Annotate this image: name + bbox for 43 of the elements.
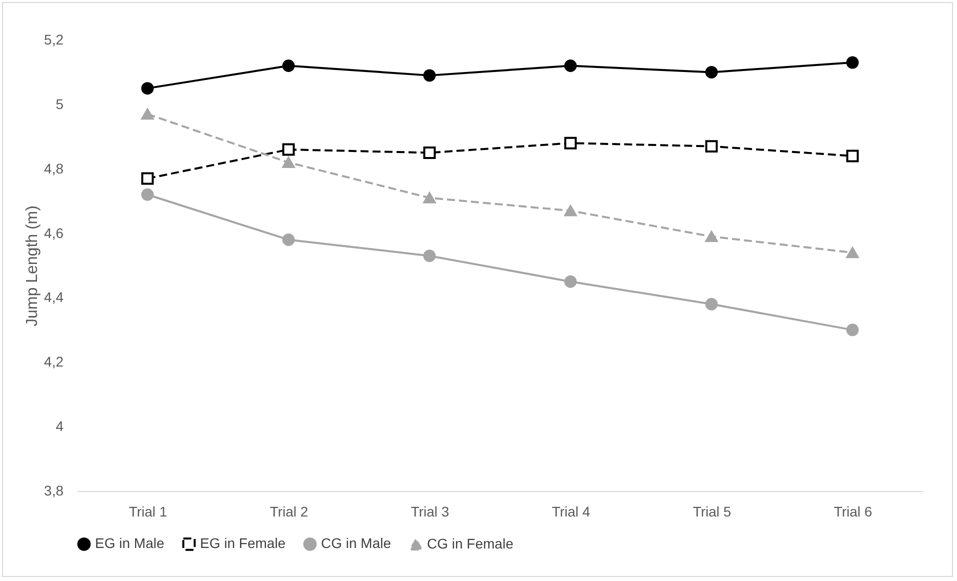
point — [564, 60, 577, 72]
point — [846, 150, 859, 162]
y-tick-label: 5 — [56, 96, 64, 112]
y-tick-label: 5,2 — [44, 32, 64, 48]
legend-label: CG in Female — [427, 536, 514, 552]
point — [564, 205, 577, 216]
point — [141, 172, 154, 185]
point — [423, 192, 436, 204]
point — [705, 298, 718, 310]
y-tick-label: 4,6 — [44, 224, 64, 241]
point — [282, 233, 295, 246]
y-tick-label: 4,2 — [44, 354, 64, 370]
point — [564, 275, 577, 288]
point — [423, 146, 436, 159]
point — [423, 250, 436, 262]
y-tick-label: 4 — [56, 418, 64, 434]
x-tick-label: Trial 2 — [270, 504, 308, 520]
x-tick-label: Trial 4 — [552, 504, 590, 520]
point — [282, 60, 295, 72]
x-tick-label: Trial 3 — [410, 504, 450, 520]
legend-label: EG in Male — [95, 535, 164, 552]
point — [564, 136, 577, 150]
x-tick-label: Trial 1 — [128, 504, 168, 520]
point — [141, 188, 154, 201]
x-tick-label: Trial 6 — [834, 504, 872, 520]
legend-label: CG in Male — [321, 535, 392, 552]
y-tick-label: 4,4 — [44, 289, 64, 306]
point — [846, 247, 859, 258]
point — [846, 56, 859, 69]
y-tick-label: 3,8 — [44, 482, 64, 498]
point — [282, 156, 295, 168]
point — [141, 82, 154, 95]
point — [705, 66, 718, 78]
point — [705, 230, 718, 242]
point — [141, 108, 154, 120]
x-tick-label: Trial 5 — [692, 504, 732, 520]
y-tick-label: 4,8 — [44, 160, 64, 176]
legend-label: EG in Female — [200, 535, 286, 552]
point — [423, 69, 436, 82]
point — [846, 324, 859, 336]
point — [282, 143, 295, 156]
y-axis-title: Jump Length (m) — [24, 206, 42, 326]
point — [705, 140, 718, 153]
